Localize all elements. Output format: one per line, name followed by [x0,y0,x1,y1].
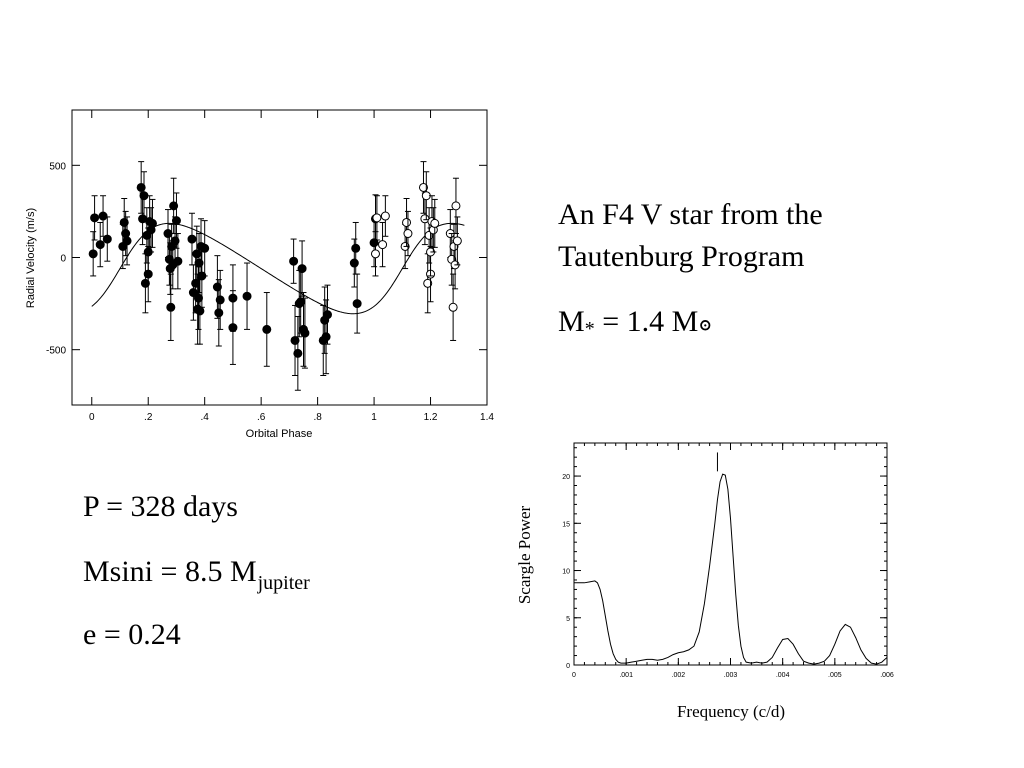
rv-x-tick-label: 1 [371,412,377,423]
rv-data-point-open [380,211,390,221]
rv-data-point-open [370,249,380,259]
star-mass-subscript: * [584,318,595,340]
rv-data-point-filled [351,243,361,253]
rv-data-point-filled [349,258,359,268]
rv-y-axis-label: Radial Velocity (m/s) [25,208,37,308]
rv-data-point-filled [147,218,157,228]
rv-data-point-filled [193,293,203,303]
rv-x-tick-label: .2 [144,412,153,423]
rv-data-point-filled [300,328,310,338]
pg-power-line [574,473,888,665]
pg-y-tick-label: 15 [562,521,570,528]
rv-x-tick-label: 1.4 [480,412,494,423]
rv-plot-area: 0 .2 .4 .6 .8 1 1.2 1.4 -500 0 500 [46,109,494,423]
rv-data-point-filled [322,310,332,320]
rv-data-point-filled [95,240,105,250]
rv-data-point-filled [122,236,132,246]
rv-x-tick-label: 1.2 [424,412,438,423]
rv-data-point-filled [293,348,303,358]
rv-data-point-filled [297,264,307,274]
star-title-line2: Tautenburg Program [558,240,805,273]
rv-data-point-filled [228,293,238,303]
rv-x-tick-label: .6 [257,412,266,423]
rv-data-point-open [372,213,382,223]
star-mass: M* = 1.4 Mʘ [558,305,712,340]
star-title-line1: An F4 V star from the [558,198,823,231]
rv-data-point-filled [90,213,100,223]
rv-data-point-filled [212,282,222,292]
rv-data-point-filled [173,256,183,266]
rv-data-point-filled [102,234,112,244]
rv-data-point-open [452,236,462,246]
rv-data-point-filled [169,201,179,211]
rv-data-point-open [403,229,413,239]
pg-plot-area: 0 .001 .002 .003 .004 .005 .006 0 5 10 15 20 [562,442,894,679]
rv-data-point-filled [192,249,202,259]
rv-data-point-filled [170,236,180,246]
radial-velocity-chart: 0 .2 .4 .6 .8 1 1.2 1.4 -500 0 500 Orbital Phase R… [25,109,494,440]
rv-y-tick-label: 500 [49,161,66,172]
pg-x-tick-label: 0 [572,672,576,679]
minimum-mass-value: Msini = 8.5 M [83,555,257,588]
pg-x-tick-label: .003 [724,672,738,679]
rv-data-point-filled [200,243,210,253]
pg-y-axis-label: Scargle Power [515,505,534,604]
pg-x-tick-label: .001 [619,672,633,679]
pg-x-tick-label: .006 [880,672,894,679]
rv-data-point-filled [214,308,224,318]
rv-data-point-filled [289,256,299,266]
rv-data-point-filled [121,229,131,239]
pg-y-tick-label: 10 [562,569,570,576]
rv-data-point-filled [195,306,205,316]
rv-x-tick-label: .8 [313,412,322,423]
pg-x-axis-label: Frequency (c/d) [677,702,785,721]
pg-y-tick-label: 0 [566,663,570,670]
rv-data-point-filled [187,234,197,244]
rv-data-point-filled [98,211,108,221]
rv-data-point-open [423,278,433,288]
rv-data-point-filled [262,324,272,334]
orbital-period: P = 328 days [83,490,238,523]
rv-x-axis-label: Orbital Phase [246,428,313,440]
eccentricity: e = 0.24 [83,618,181,651]
rv-data-point-open [378,240,388,250]
rv-data-point-filled [140,278,150,288]
pg-y-tick-label: 20 [562,474,570,481]
sun-symbol-icon: ʘ [699,312,712,336]
rv-data-point-filled [171,216,181,226]
rv-x-tick-label: 0 [89,412,95,423]
rv-data-point-filled [88,249,98,259]
rv-data-point-filled [215,295,225,305]
pg-x-tick-label: .004 [776,672,790,679]
pg-y-tick-label: 5 [566,616,570,623]
rv-data-point-open [451,201,461,211]
minimum-mass-subscript: jupiter [257,572,310,594]
star-mass-value: = 1.4 M [594,305,699,338]
rv-data-point-open [418,182,428,192]
rv-data-point-filled [242,291,252,301]
minimum-mass: Msini = 8.5 Mjupiter [83,555,310,594]
rv-data-point-open [402,217,412,227]
rv-data-point-filled [119,217,129,227]
rv-y-tick-label: 0 [60,254,66,265]
rv-y-tick-label: -500 [46,346,66,357]
scargle-periodogram-chart: 0 .001 .002 .003 .004 .005 .006 0 5 10 15 20 Freque… [515,442,894,721]
rv-data-point-filled [166,302,176,312]
rv-data-point-open [430,218,440,228]
star-mass-label: M [558,305,585,338]
rv-data-point-open [448,302,458,312]
pg-x-tick-label: .002 [672,672,686,679]
pg-x-tick-label: .005 [828,672,842,679]
rv-data-point-filled [290,335,300,345]
rv-data-point-filled [352,299,362,309]
rv-x-tick-label: .4 [201,412,210,423]
rv-data-point-filled [136,182,146,192]
rv-data-point-filled [321,332,331,342]
rv-plot-frame [71,109,488,406]
